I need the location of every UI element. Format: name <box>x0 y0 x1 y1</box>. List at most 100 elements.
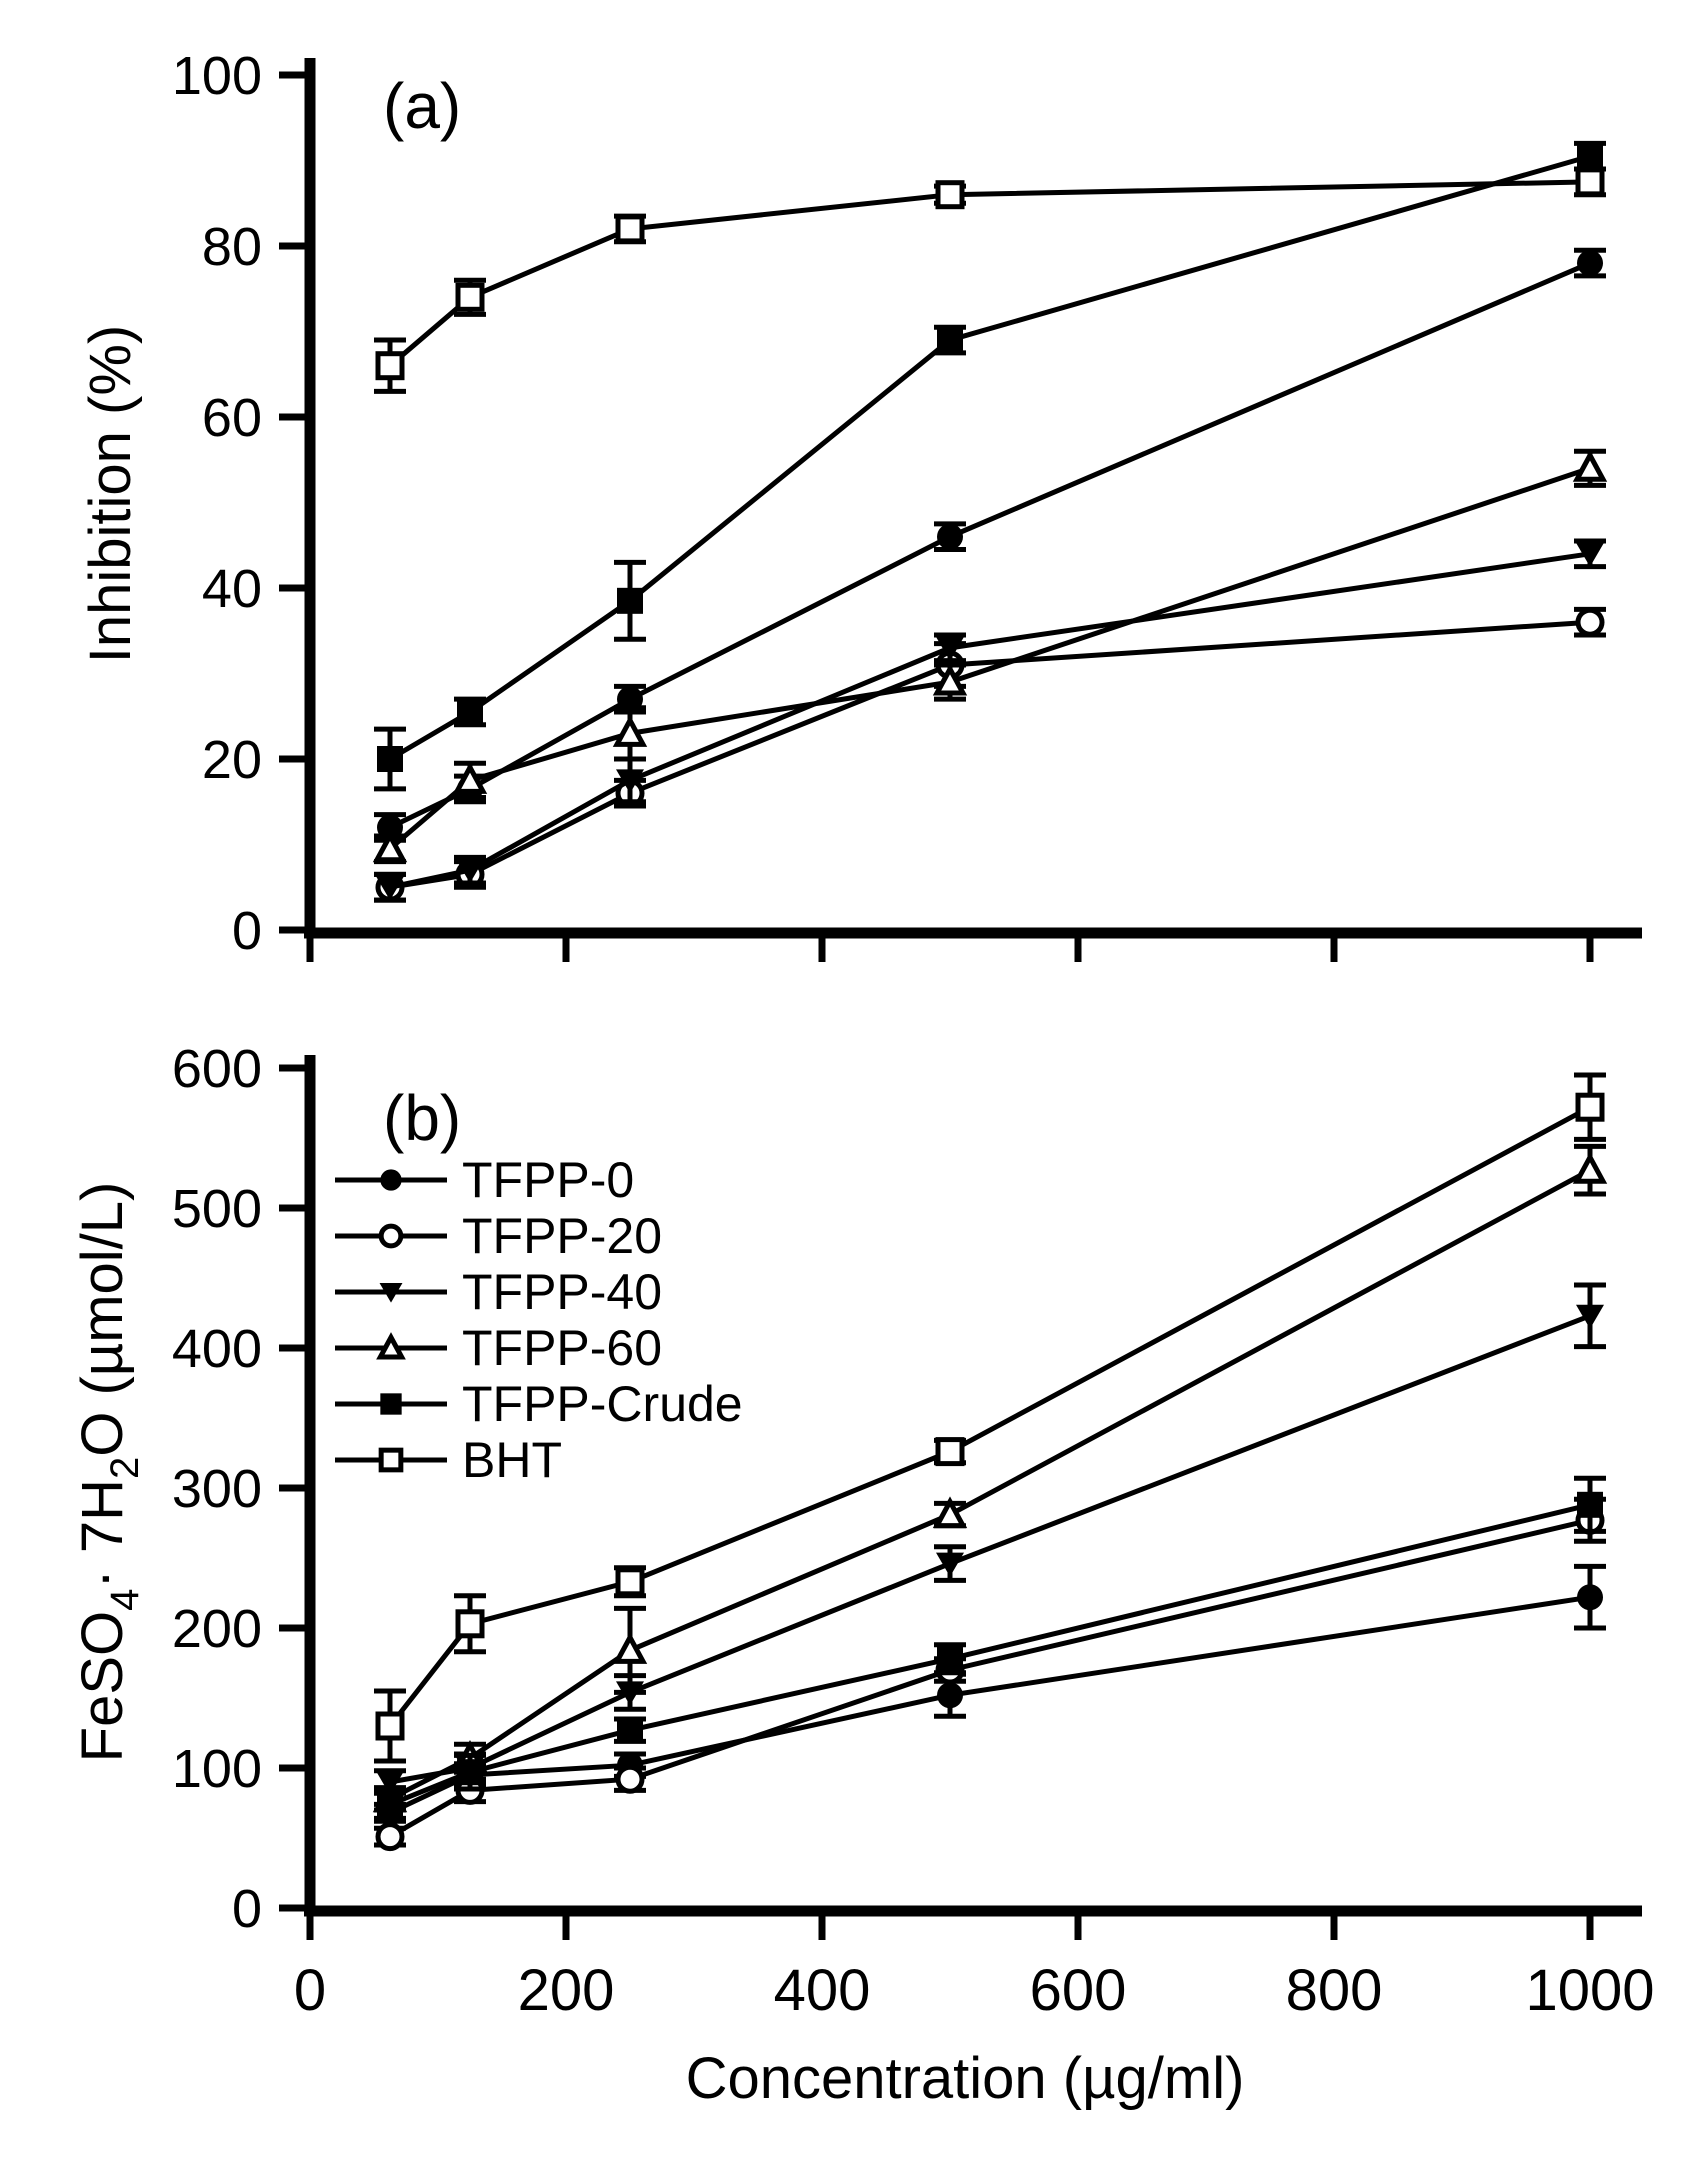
x-axis-title: Concentration (µg/ml) <box>686 2046 1245 2111</box>
filled-triangle-down-marker <box>456 859 484 884</box>
y-tick-label: 500 <box>172 1179 262 1239</box>
legend-item-TFPP-0: TFPP-0 <box>335 1152 634 1208</box>
open-triangle-up-marker <box>376 1332 406 1360</box>
legend-label: TFPP-40 <box>462 1264 662 1320</box>
filled-triangle-down-marker <box>1576 1304 1604 1329</box>
series-TFPP-60 <box>372 448 1608 865</box>
open-triangle-up-marker <box>612 1632 648 1664</box>
filled-circle-marker <box>1577 250 1603 277</box>
open-circle-marker <box>615 1764 645 1794</box>
filled-circle-marker <box>937 523 963 550</box>
open-square-marker <box>455 1609 485 1639</box>
filled-circle-marker <box>937 1682 963 1709</box>
legend-label: TFPP-0 <box>462 1152 634 1208</box>
y-tick-label: 20 <box>202 730 262 790</box>
y-tick-label: 100 <box>172 46 262 106</box>
filled-circle-marker <box>1577 1584 1603 1611</box>
y-tick-label: 60 <box>202 388 262 448</box>
legend-item-TFPP-Crude: TFPP-Crude <box>335 1376 743 1432</box>
filled-triangle-down-marker <box>379 1282 403 1303</box>
filled-square-marker <box>457 698 483 725</box>
panel-a-y-axis-title: Inhibition (%) <box>78 325 143 663</box>
y-tick-label: 100 <box>172 1739 262 1799</box>
y-tick-label: 200 <box>172 1599 262 1659</box>
x-tick-label: 400 <box>774 1958 871 2023</box>
x-tick-label: 200 <box>518 1958 615 2023</box>
open-square-marker <box>935 1437 965 1467</box>
series-TFPP-Crude <box>374 1475 1606 1821</box>
open-square-marker <box>1575 1092 1605 1122</box>
panel-b-label: (b) <box>383 1082 461 1154</box>
filled-square-marker <box>1577 1491 1603 1518</box>
y-tick-label: 40 <box>202 559 262 619</box>
filled-square-marker <box>1577 143 1603 170</box>
filled-square-marker <box>937 327 963 354</box>
open-square-marker <box>615 214 645 244</box>
series-line <box>389 551 1591 890</box>
legend-label: BHT <box>462 1432 562 1488</box>
open-square-marker <box>375 1711 405 1741</box>
open-square-marker <box>615 1567 645 1597</box>
open-square-marker <box>455 282 485 312</box>
filled-square-marker <box>377 1791 403 1818</box>
legend-label: TFPP-20 <box>462 1208 662 1264</box>
filled-triangle-down-marker <box>936 1552 964 1577</box>
filled-circle-marker <box>380 1169 402 1191</box>
open-square-marker <box>375 351 405 381</box>
filled-square-marker <box>617 1717 643 1744</box>
series-line <box>388 1594 1591 1816</box>
filled-square-marker <box>457 1759 483 1786</box>
open-circle-marker <box>1575 607 1605 637</box>
legend-item-TFPP-20: TFPP-20 <box>335 1208 662 1264</box>
panel-b-y-axis-title: FeSO4· 7H2O (µmol/L) <box>70 1182 147 1763</box>
y-tick-label: 0 <box>232 901 262 961</box>
open-triangle-up-marker <box>612 715 648 747</box>
series-line <box>388 260 1591 830</box>
filled-triangle-down-marker <box>376 876 404 901</box>
series-BHT <box>374 166 1606 394</box>
legend-label: TFPP-60 <box>462 1320 662 1376</box>
x-tick-label: 800 <box>1286 1958 1383 2023</box>
open-triangle-up-marker <box>372 830 408 863</box>
legend-item-TFPP-40: TFPP-40 <box>335 1264 662 1320</box>
legend-label: TFPP-Crude <box>462 1376 743 1432</box>
y-tick-label: 80 <box>202 217 262 277</box>
filled-square-marker <box>377 746 403 772</box>
open-triangle-up-marker <box>1572 450 1608 482</box>
y-tick-label: 600 <box>172 1039 262 1099</box>
filled-triangle-down-marker <box>616 769 644 794</box>
panel-a: 0 20 40 60 80 100 <box>172 46 1642 962</box>
open-square-marker <box>378 1447 404 1473</box>
open-square-marker <box>935 180 965 210</box>
axes-a: 0 20 40 60 80 100 <box>172 46 1642 962</box>
series-TFPP-Crude <box>374 140 1606 792</box>
panel-a-label: (a) <box>383 70 461 142</box>
axes-b: 0 100 200 300 400 500 600 0 200 400 600 800 1000 <box>172 1039 1655 2023</box>
series-TFPP-20 <box>374 1496 1606 1852</box>
x-tick-label: 600 <box>1030 1958 1127 2023</box>
y-tick-label: 400 <box>172 1319 262 1379</box>
legend-item-TFPP-60: TFPP-60 <box>335 1320 662 1376</box>
open-circle-marker <box>375 1822 405 1852</box>
filled-square-marker <box>380 1393 402 1415</box>
legend-item-BHT: BHT <box>335 1432 562 1488</box>
open-square-marker <box>1575 167 1605 197</box>
filled-square-marker <box>937 1645 963 1672</box>
x-tick-label: 1000 <box>1525 1958 1654 2023</box>
open-triangle-up-marker <box>1572 1151 1608 1184</box>
filled-triangle-down-marker <box>936 636 964 661</box>
y-tick-label: 0 <box>232 1879 262 1939</box>
open-triangle-up-marker <box>452 762 488 794</box>
filled-triangle-down-marker <box>1576 542 1604 567</box>
series-TFPP-40 <box>374 538 1606 903</box>
series-line <box>389 619 1591 890</box>
open-triangle-up-marker <box>932 1496 968 1529</box>
x-tick-label: 0 <box>294 1958 326 2023</box>
series-line <box>388 465 1591 851</box>
y-tick-label: 300 <box>172 1459 262 1519</box>
series-BHT <box>374 1072 1606 1764</box>
